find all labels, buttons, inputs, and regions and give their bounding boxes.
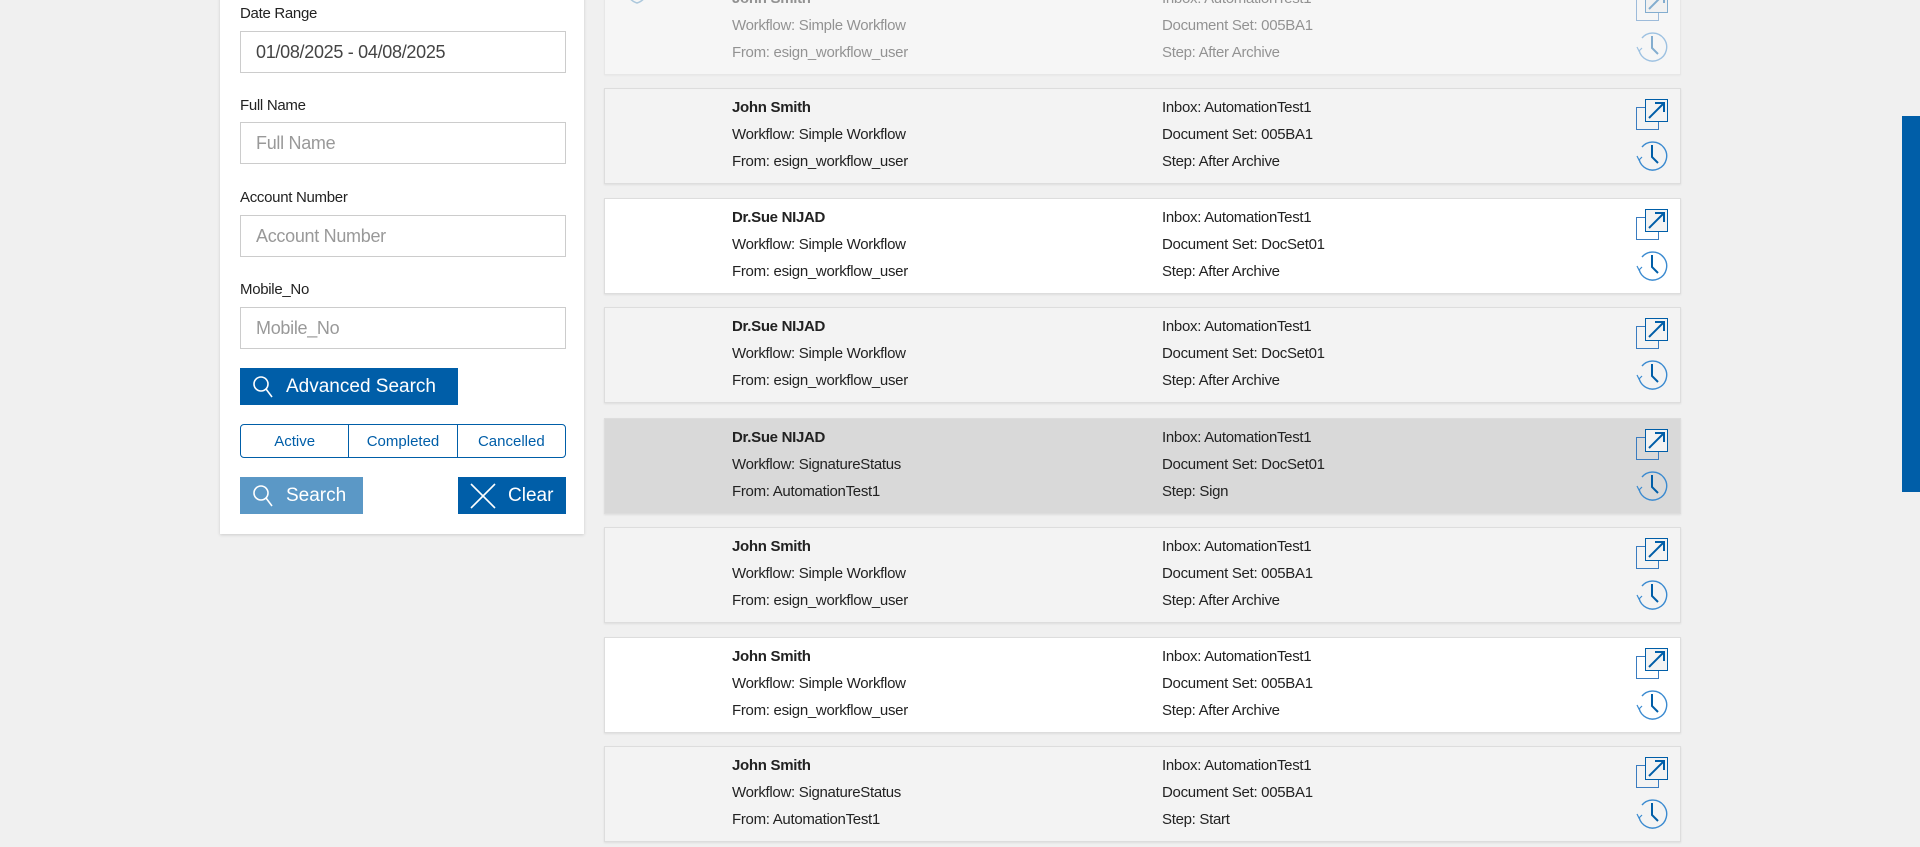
item-workflow: Workflow: Simple Workflow (732, 345, 906, 362)
item-name: Dr.Sue NIJAD (732, 209, 826, 226)
history-icon[interactable] (1635, 249, 1669, 283)
close-icon (470, 482, 496, 509)
item-inbox: Inbox: AutomationTest1 (1162, 209, 1312, 226)
history-icon[interactable] (1635, 358, 1669, 392)
account-number-label: Account Number (240, 189, 348, 206)
item-docset: Document Set: DocSet01 (1162, 456, 1325, 473)
full-name-label: Full Name (240, 97, 306, 114)
open-external-icon[interactable] (1635, 0, 1669, 23)
item-step: Step: After Archive (1162, 702, 1280, 719)
date-range-label: Date Range (240, 5, 318, 22)
list-item[interactable]: Dr.Sue NIJAD Workflow: Simple Workflow Fro… (604, 307, 1681, 403)
item-step: Step: After Archive (1162, 592, 1280, 609)
item-from: From: AutomationTest1 (732, 811, 880, 828)
advanced-search-button[interactable]: Advanced Search (240, 368, 458, 405)
item-name: John Smith (732, 757, 811, 774)
item-workflow: Workflow: Simple Workflow (732, 126, 906, 143)
date-range-input[interactable] (240, 31, 566, 73)
list-item-selected[interactable]: Dr.Sue NIJAD Workflow: SignatureStatus Fro… (604, 418, 1681, 514)
item-name: John Smith (732, 538, 811, 555)
open-external-icon[interactable] (1635, 317, 1669, 351)
clear-button[interactable]: Clear (458, 477, 566, 514)
item-docset: Document Set: 005BA1 (1162, 17, 1313, 34)
item-workflow: Workflow: Simple Workflow (732, 17, 906, 34)
list-item[interactable]: John Smith Workflow: Simple Workflow From:… (604, 637, 1681, 733)
item-step: Step: Sign (1162, 483, 1229, 500)
item-docset: Document Set: 005BA1 (1162, 784, 1313, 801)
open-external-icon[interactable] (1635, 428, 1669, 462)
item-name: John Smith (732, 99, 811, 116)
item-docset: Document Set: 005BA1 (1162, 565, 1313, 582)
item-workflow: Workflow: SignatureStatus (732, 456, 901, 473)
search-filter-panel: Date Range Full Name Account Number Mobi… (220, 0, 584, 534)
item-docset: Document Set: DocSet01 (1162, 236, 1325, 253)
item-step: Step: Start (1162, 811, 1230, 828)
search-icon (253, 375, 273, 397)
clear-label: Clear (508, 484, 554, 506)
item-inbox: Inbox: AutomationTest1 (1162, 648, 1312, 665)
item-docset: Document Set: 005BA1 (1162, 675, 1313, 692)
list-item[interactable]: John Smith Workflow: Simple Workflow From:… (604, 527, 1681, 623)
list-item[interactable]: John Smith Workflow: SignatureStatus From:… (604, 746, 1681, 842)
status-tabs: Active Completed Cancelled (240, 424, 566, 458)
item-workflow: Workflow: Simple Workflow (732, 675, 906, 692)
advanced-search-label: Advanced Search (286, 375, 436, 397)
history-icon[interactable] (1635, 688, 1669, 722)
item-name: John Smith (732, 0, 811, 7)
item-inbox: Inbox: AutomationTest1 (1162, 429, 1312, 446)
item-workflow: Workflow: Simple Workflow (732, 565, 906, 582)
item-from: From: esign_workflow_user (732, 702, 908, 719)
list-item[interactable]: Dr.Sue NIJAD Workflow: Simple Workflow Fro… (604, 198, 1681, 294)
item-inbox: Inbox: AutomationTest1 (1162, 538, 1312, 555)
history-icon[interactable] (1635, 30, 1669, 64)
open-external-icon[interactable] (1635, 756, 1669, 790)
open-external-icon[interactable] (1635, 647, 1669, 681)
item-name: John Smith (732, 648, 811, 665)
item-from: From: esign_workflow_user (732, 592, 908, 609)
full-name-input[interactable] (240, 122, 566, 164)
item-docset: Document Set: 005BA1 (1162, 126, 1313, 143)
history-icon[interactable] (1635, 578, 1669, 612)
item-inbox: Inbox: AutomationTest1 (1162, 757, 1312, 774)
item-from: From: esign_workflow_user (732, 263, 908, 280)
search-button[interactable]: Search (240, 477, 363, 514)
item-workflow: Workflow: SignatureStatus (732, 784, 901, 801)
item-name: Dr.Sue NIJAD (732, 429, 826, 446)
mobile-no-input[interactable] (240, 307, 566, 349)
open-external-icon[interactable] (1635, 208, 1669, 242)
tab-completed[interactable]: Completed (349, 425, 458, 457)
item-inbox: Inbox: AutomationTest1 (1162, 99, 1312, 116)
account-number-input[interactable] (240, 215, 566, 257)
item-from: From: esign_workflow_user (732, 372, 908, 389)
tab-active[interactable]: Active (241, 425, 350, 457)
search-label: Search (286, 484, 347, 506)
item-step: Step: After Archive (1162, 44, 1280, 61)
item-inbox: Inbox: AutomationTest1 (1162, 318, 1312, 335)
item-workflow: Workflow: Simple Workflow (732, 236, 906, 253)
search-icon (253, 484, 273, 506)
mobile-no-label: Mobile_No (240, 281, 310, 298)
list-item[interactable]: John Smith Workflow: Simple Workflow From:… (604, 88, 1681, 184)
item-from: From: esign_workflow_user (732, 153, 908, 170)
item-inbox: Inbox: AutomationTest1 (1162, 0, 1312, 7)
item-step: Step: After Archive (1162, 153, 1280, 170)
open-external-icon[interactable] (1635, 98, 1669, 132)
item-step: Step: After Archive (1162, 263, 1280, 280)
item-from: From: esign_workflow_user (732, 44, 908, 61)
history-icon[interactable] (1635, 797, 1669, 831)
tab-cancelled[interactable]: Cancelled (477, 432, 545, 450)
item-name: Dr.Sue NIJAD (732, 318, 826, 335)
list-item[interactable]: John Smith Workflow: Simple Workflow From:… (604, 0, 1681, 75)
history-icon[interactable] (1635, 139, 1669, 173)
history-icon[interactable] (1635, 469, 1669, 503)
lock-icon (625, 0, 649, 9)
scrollbar-thumb[interactable] (1902, 116, 1920, 492)
item-docset: Document Set: DocSet01 (1162, 345, 1325, 362)
item-from: From: AutomationTest1 (732, 483, 880, 500)
item-step: Step: After Archive (1162, 372, 1280, 389)
open-external-icon[interactable] (1635, 537, 1669, 571)
